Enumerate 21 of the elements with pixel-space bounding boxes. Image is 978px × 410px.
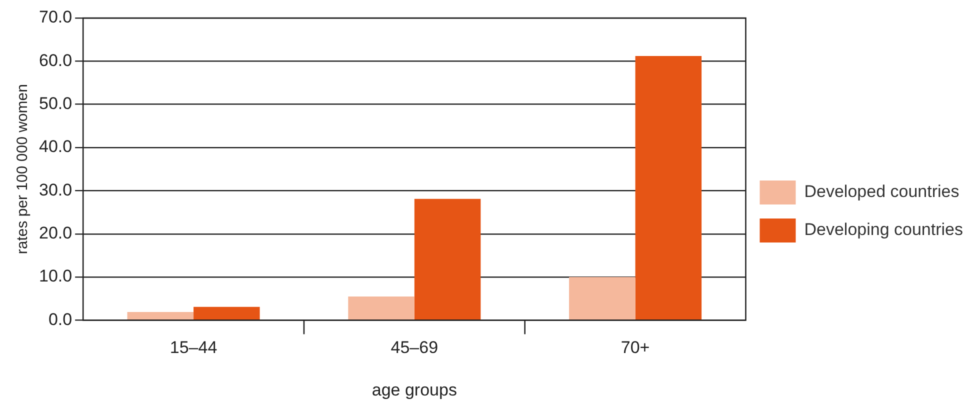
- y-tick-label: 0.0: [48, 310, 72, 329]
- bar: [348, 296, 414, 320]
- y-tick-label: 60.0: [38, 50, 72, 70]
- y-tick-label: 40.0: [38, 137, 72, 156]
- bar: [194, 306, 260, 320]
- y-tick-label: 20.0: [38, 224, 72, 243]
- x-tick-label: 45–69: [390, 338, 438, 358]
- x-axis-title: age groups: [372, 380, 457, 400]
- bar: [635, 56, 702, 320]
- bar: [569, 277, 636, 320]
- y-axis-title: rates per 100 000 women: [14, 84, 32, 254]
- y-tick-label: 70.0: [38, 8, 72, 27]
- legend-label: Developed countries: [804, 182, 960, 202]
- x-tick-label: 70+: [620, 338, 650, 358]
- y-tick-label: 10.0: [38, 266, 72, 286]
- y-tick-label: 30.0: [38, 180, 72, 200]
- bar: [127, 312, 194, 320]
- bar: [414, 198, 481, 320]
- y-tick-label: 50.0: [38, 94, 72, 114]
- legend-label: Developing countries: [804, 220, 964, 240]
- x-tick-label: 15–44: [170, 338, 218, 358]
